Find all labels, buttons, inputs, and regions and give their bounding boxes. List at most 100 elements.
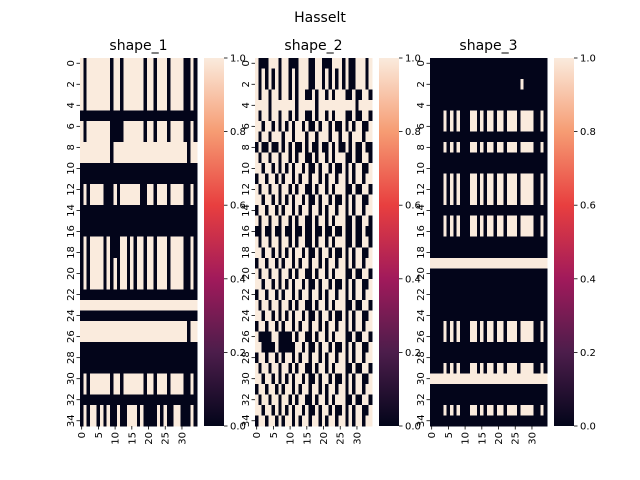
heatmap-cell (126, 310, 131, 322)
heatmap-cell (440, 320, 444, 332)
heatmap-cell (446, 331, 451, 343)
heatmap-cell (490, 394, 494, 406)
heatmap-cell (500, 362, 504, 374)
heatmap-cell (80, 289, 84, 301)
heatmap-cell (136, 289, 141, 301)
heatmap-cell (156, 415, 161, 427)
heatmap-cell (443, 58, 448, 69)
heatmap-cell (530, 320, 534, 332)
heatmap-cell (470, 268, 474, 280)
heatmap-cell (483, 89, 488, 101)
heatmap-cell (275, 152, 279, 164)
heatmap-cell (543, 299, 548, 311)
heatmap-cell (190, 331, 195, 343)
heatmap-cell (143, 257, 148, 269)
heatmap-cell (460, 110, 464, 122)
heatmap-cell (301, 184, 306, 196)
heatmap-cell (156, 184, 161, 196)
heatmap-cell (261, 58, 266, 69)
heatmap-cell (506, 278, 511, 290)
heatmap-cell (140, 341, 144, 353)
heatmap-cell (533, 68, 538, 80)
heatmap-cell (510, 415, 514, 427)
heatmap-cell (255, 362, 259, 374)
heatmap-cell (301, 373, 306, 385)
heatmap-cell (281, 163, 286, 175)
heatmap-cell (275, 110, 279, 122)
heatmap-cell (86, 257, 91, 269)
heatmap-cell (443, 352, 448, 364)
heatmap-cell (311, 121, 316, 132)
heatmap-cell (150, 68, 154, 80)
heatmap-cell (261, 383, 266, 395)
heatmap-cell (533, 404, 538, 416)
heatmap-cell (166, 173, 171, 185)
heatmap-cell (291, 278, 296, 290)
heatmap-cell (301, 89, 306, 101)
heatmap-cell (520, 131, 524, 143)
heatmap-cell (500, 383, 504, 395)
heatmap-cell (173, 299, 178, 311)
heatmap-cell (500, 341, 504, 353)
heatmap-cell (271, 310, 276, 322)
heatmap-cell (355, 299, 359, 311)
heatmap-cell (156, 205, 161, 217)
heatmap-cell (328, 121, 333, 132)
heatmap-cell (150, 310, 154, 322)
heatmap-cell (543, 415, 548, 427)
heatmap-cell (146, 404, 151, 416)
heatmap-cell (100, 320, 104, 332)
heatmap-cell (526, 383, 531, 395)
heatmap-cell (348, 352, 353, 364)
heatmap-cell (331, 415, 336, 427)
heatmap-cell (533, 320, 538, 332)
heatmap-cell (130, 383, 134, 395)
heatmap-cell (183, 68, 188, 80)
heatmap-cell (301, 331, 306, 343)
heatmap-cell (113, 373, 118, 385)
heatmap-cell (446, 121, 451, 132)
heatmap-cell (440, 278, 444, 290)
heatmap-cell (516, 58, 521, 69)
heatmap-cell (285, 121, 289, 132)
heatmap-cell (328, 163, 333, 175)
heatmap-cell (483, 257, 488, 269)
heatmap-cell (500, 320, 504, 332)
heatmap-cell (516, 68, 521, 80)
heatmap-cell (361, 226, 366, 238)
heatmap-cell (106, 373, 111, 385)
heatmap-cell (96, 226, 101, 238)
heatmap-cell (186, 394, 191, 406)
heatmap-cell (486, 310, 491, 322)
heatmap-cell (348, 341, 353, 353)
heatmap-cell (193, 394, 198, 406)
heatmap-cell (443, 152, 448, 164)
heatmap-cell (143, 163, 148, 175)
heatmap-cell (110, 299, 114, 311)
heatmap-cell (90, 131, 94, 143)
heatmap-cell (90, 331, 94, 343)
heatmap-cell (186, 331, 191, 343)
colorbar: 0.00.20.40.60.81.0 (554, 54, 596, 433)
heatmap-cell (446, 110, 451, 122)
heatmap-cell (110, 89, 114, 101)
heatmap-cell (106, 163, 111, 175)
colorbar-tick-label: 0.2 (580, 348, 596, 359)
heatmap-cell (325, 268, 329, 280)
heatmap-cell (341, 194, 346, 206)
heatmap-cell (285, 257, 289, 269)
heatmap-cell (450, 131, 454, 143)
heatmap-cell (170, 121, 174, 132)
x-tick-label: 5 (94, 432, 105, 438)
heatmap-cell (268, 257, 273, 269)
heatmap-cell (436, 404, 441, 416)
heatmap-cell (100, 278, 104, 290)
heatmap-cell (365, 331, 370, 343)
heatmap-cell (261, 131, 266, 143)
heatmap-cell (321, 163, 326, 175)
heatmap-cell (86, 383, 91, 395)
heatmap-cell (100, 205, 104, 217)
heatmap-cell (261, 299, 266, 311)
heatmap-cell (325, 404, 329, 416)
heatmap-cell (496, 226, 501, 238)
